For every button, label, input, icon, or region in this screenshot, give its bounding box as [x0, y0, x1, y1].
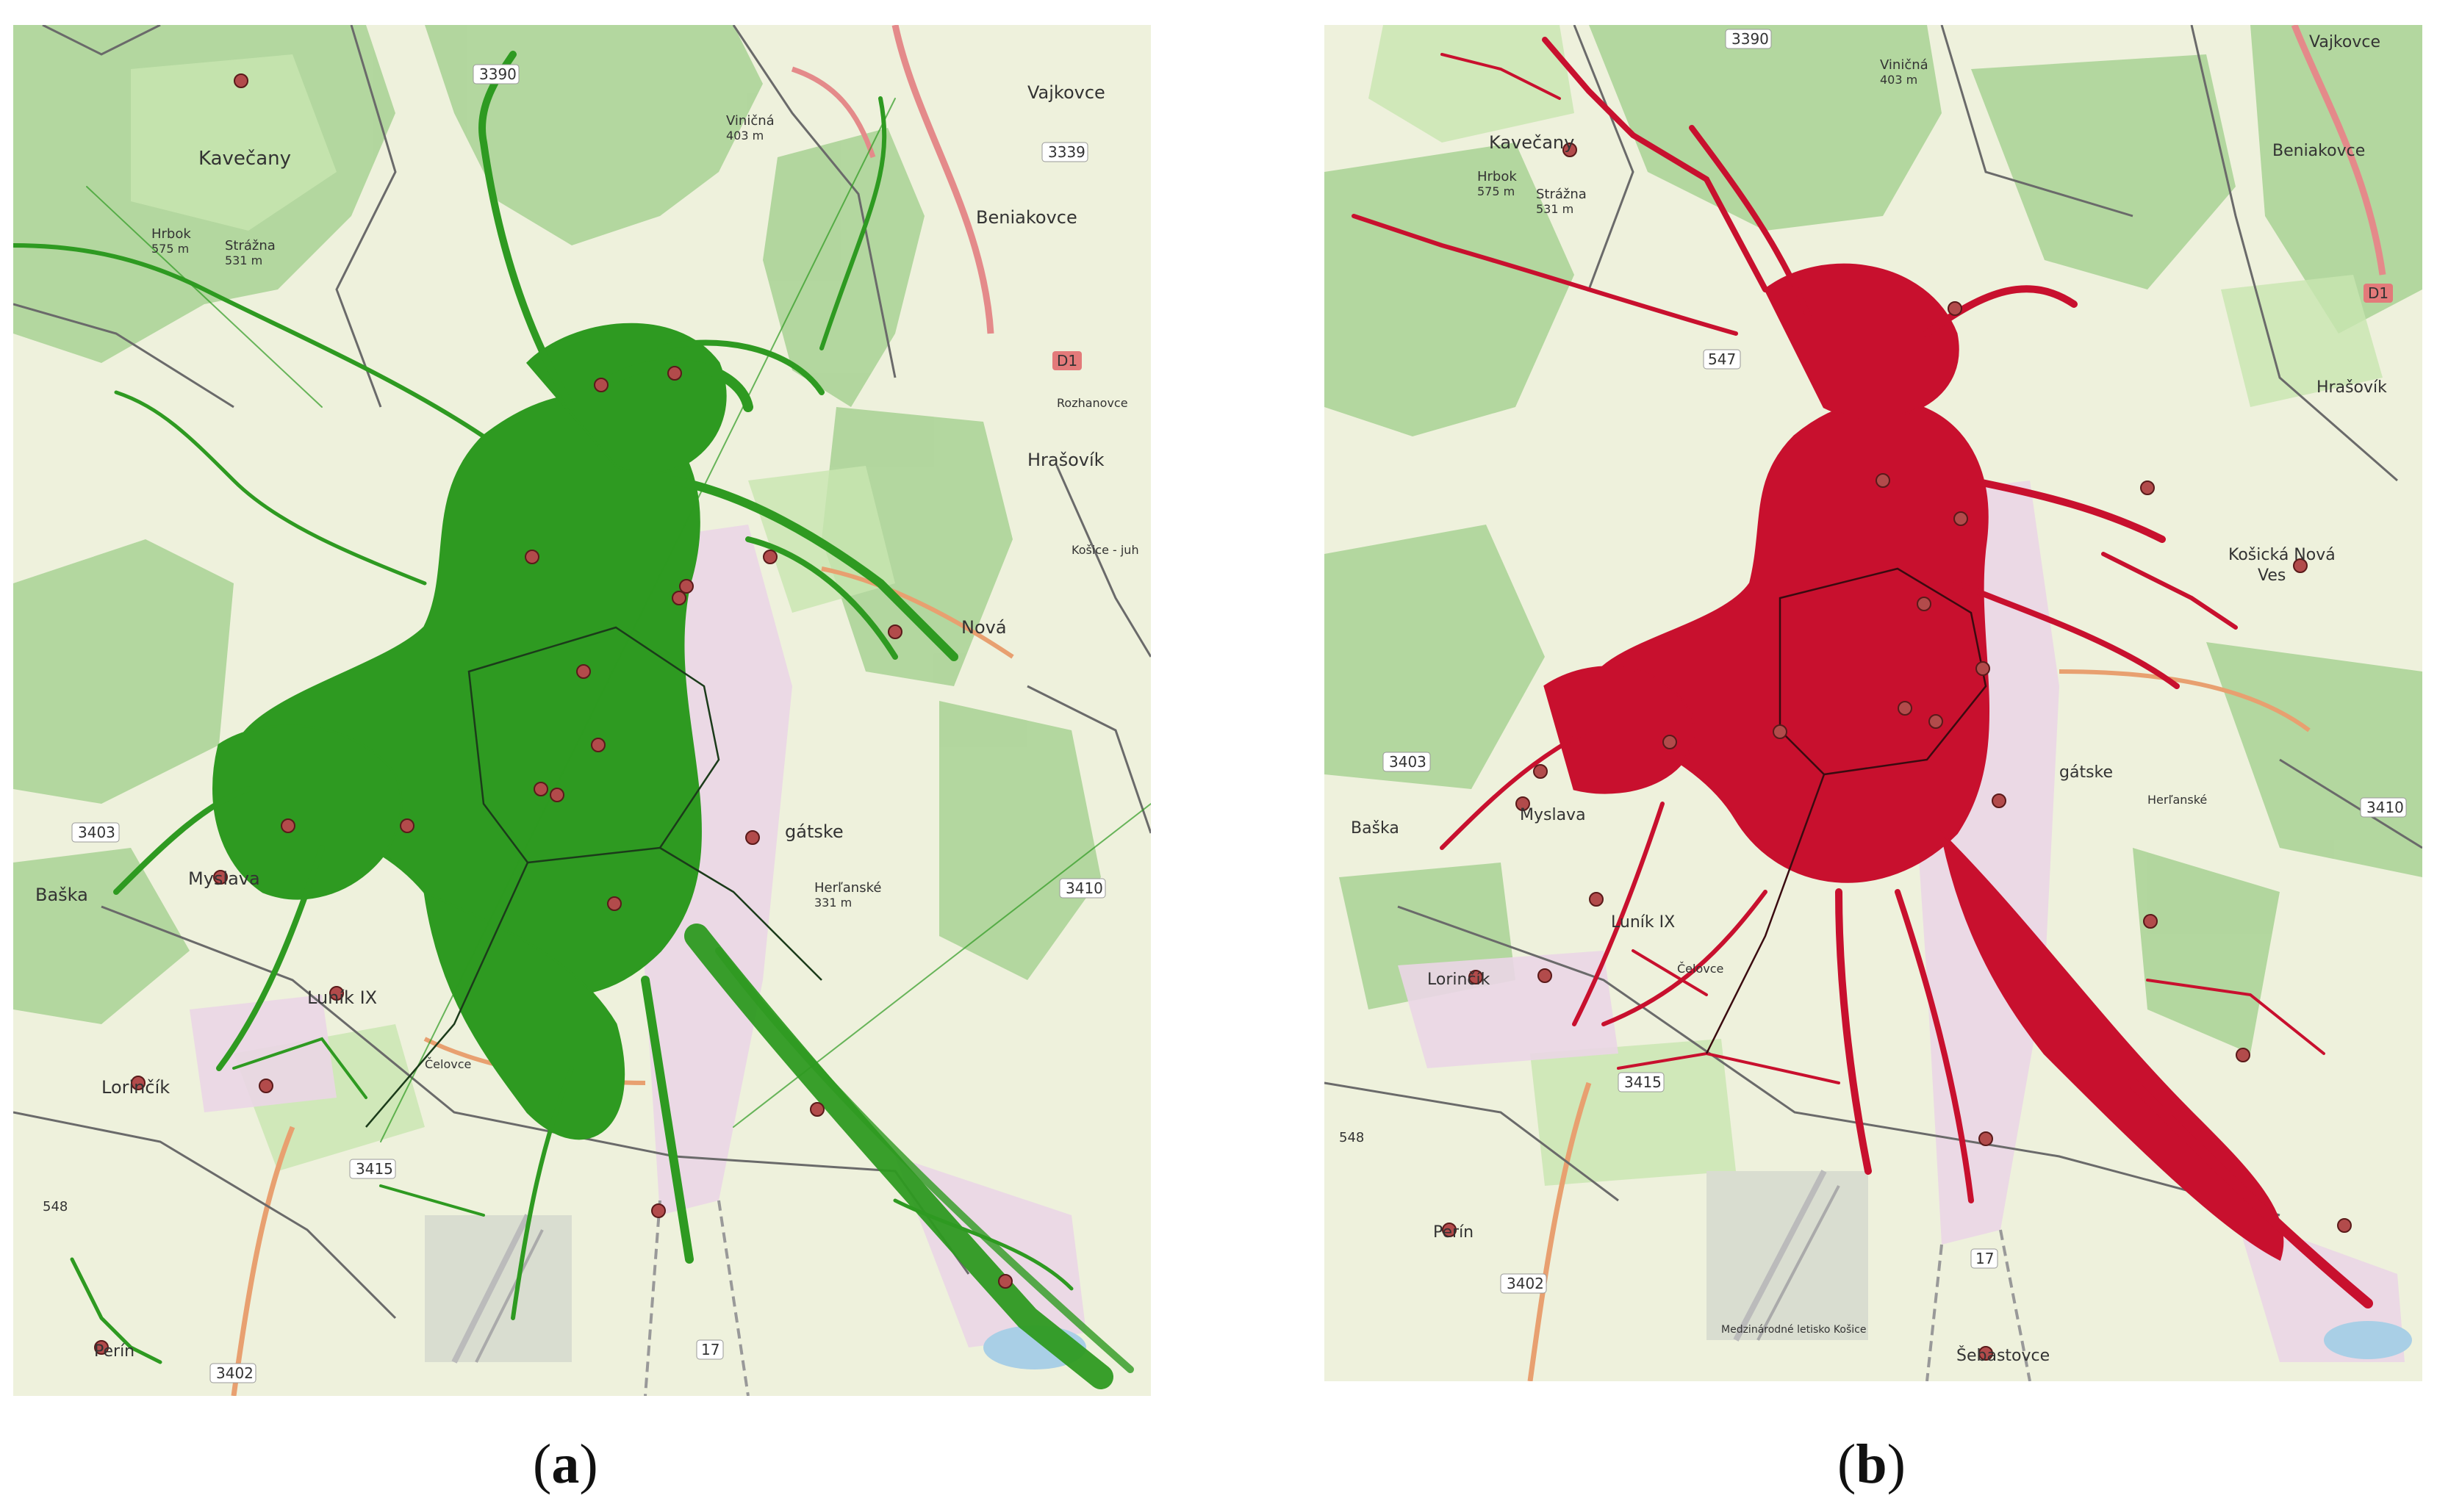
peak-hrbok-elev: 575 m	[151, 242, 189, 256]
road-label-3410: 3410	[1066, 879, 1103, 897]
caption-b-open: (	[1837, 1433, 1856, 1495]
road-label-17: 17	[1975, 1250, 1994, 1267]
map-b-forest-areas	[1324, 25, 2422, 1054]
place-hrasovik: Hrašovík	[1027, 450, 1105, 470]
peak-herlianske: Herľanské	[2147, 793, 2207, 807]
place-lorincik: Lorinčík	[101, 1077, 170, 1098]
airport-label: Medzinárodné letisko Košice	[1721, 1324, 1866, 1336]
road-label-3403: 3403	[78, 824, 115, 841]
place-perin: Perín	[94, 1342, 134, 1361]
map-b-stop-markers	[1442, 143, 2352, 1361]
road-label-3415: 3415	[356, 1160, 393, 1178]
place-perin: Perín	[1433, 1223, 1474, 1242]
place-vajkovce: Vajkovce	[1027, 82, 1105, 103]
place-hrasovik: Hrašovík	[2316, 378, 2387, 397]
road-label-548: 548	[1339, 1130, 1364, 1145]
place-myslava: Myslava	[1520, 806, 1586, 824]
caption-a-letter: a	[551, 1433, 580, 1495]
map-a-airport	[425, 1214, 572, 1364]
road-label-3415: 3415	[1624, 1073, 1662, 1091]
place-sebastovce: Šebastovce	[1956, 1346, 2050, 1365]
map-a-roads	[231, 25, 1014, 1396]
road-label-3339: 3339	[1048, 143, 1085, 161]
map-a-gps-tracks	[13, 51, 1151, 1389]
peak-vinicna: Viničná	[726, 113, 775, 129]
map-panel-b[interactable]: 3390 Kavečany Hrbok 575 m Strážna 531 m …	[1324, 25, 2422, 1381]
place-beniakovce: Beniakovce	[976, 207, 1077, 228]
road-label-3402: 3402	[216, 1364, 254, 1382]
peak-hrbok: Hrbok	[151, 226, 191, 242]
caption-a-close: )	[579, 1433, 598, 1495]
peak-herlianske: Herľanské	[814, 880, 881, 896]
place-ves: Ves	[2258, 566, 2286, 585]
road-label-17: 17	[701, 1341, 719, 1358]
caption-a: (a)	[533, 1433, 598, 1497]
road-label-d1: D1	[2368, 284, 2388, 302]
road-label-3410: 3410	[2366, 799, 2404, 816]
caption-b-letter: b	[1856, 1433, 1887, 1495]
map-b-canvas: 3390 Kavečany Hrbok 575 m Strážna 531 m …	[1324, 25, 2422, 1381]
place-lorincik: Lorinčík	[1427, 971, 1490, 989]
road-label-548: 548	[43, 1199, 68, 1214]
road-label-3390: 3390	[1731, 30, 1769, 48]
road-label-3390: 3390	[479, 65, 517, 83]
place-rozhanovce: Rozhanovce	[1057, 396, 1128, 410]
place-celovce: Čelovce	[1677, 962, 1723, 976]
place-gatske: gátske	[785, 821, 844, 842]
place-baska: Baška	[35, 885, 88, 905]
caption-a-open: (	[533, 1433, 552, 1495]
place-beniakovce: Beniakovce	[2272, 142, 2365, 160]
peak-strazna: Strážna	[225, 238, 276, 253]
peak-strazna-elev: 531 m	[225, 253, 262, 267]
peak-strazna-elev: 531 m	[1536, 202, 1573, 216]
peak-hrbok-elev: 575 m	[1477, 184, 1515, 198]
peak-vinicna-elev: 403 m	[1880, 73, 1917, 87]
map-b-gps-tracks	[1352, 37, 2373, 1308]
map-b-labels: 3390 Kavečany Hrbok 575 m Strážna 531 m …	[1339, 29, 2407, 1365]
place-vajkovce: Vajkovce	[2309, 33, 2380, 51]
peak-herlianske-elev: 331 m	[814, 896, 852, 910]
map-a-district-lines	[365, 626, 822, 1128]
road-label-547: 547	[1708, 350, 1736, 368]
map-a-labels: 3390 Kavečany Hrbok 575 m Strážna 531 m …	[35, 64, 1139, 1383]
map-a-canvas: 3390 Kavečany Hrbok 575 m Strážna 531 m …	[13, 25, 1151, 1396]
map-b-roads	[1527, 25, 2386, 1381]
place-celovce: Čelovce	[425, 1057, 471, 1071]
peak-hrbok: Hrbok	[1477, 169, 1517, 184]
map-panel-a[interactable]: 3390 Kavečany Hrbok 575 m Strážna 531 m …	[13, 25, 1151, 1396]
caption-b-close: )	[1887, 1433, 1906, 1495]
peak-vinicna-elev: 403 m	[726, 129, 764, 143]
place-gatske: gátske	[2059, 763, 2113, 782]
place-baska: Baška	[1351, 819, 1399, 838]
road-label-d1: D1	[1057, 352, 1077, 370]
peak-vinicna: Viničná	[1880, 57, 1928, 73]
place-kavecany: Kavečany	[198, 148, 291, 170]
road-label-3403: 3403	[1389, 753, 1426, 771]
map-b-lake	[2324, 1321, 2412, 1359]
place-kosice-juh: Košice - juh	[1072, 543, 1139, 557]
map-b-admin-boundaries	[1324, 25, 2422, 1217]
peak-strazna: Strážna	[1536, 187, 1587, 202]
map-a-stop-markers	[94, 73, 1013, 1355]
place-myslava: Myslava	[188, 868, 260, 889]
place-lunik-ix: Luník IX	[307, 987, 377, 1008]
road-label-3402: 3402	[1507, 1275, 1544, 1292]
place-nova: Nová	[961, 617, 1007, 638]
caption-b: (b)	[1837, 1433, 1906, 1497]
place-kosicka-nova-ves: Košická Nová	[2228, 546, 2336, 564]
map-b-district-lines	[1705, 567, 1987, 1054]
map-b-airport	[1706, 1170, 1868, 1342]
place-lunik-ix: Luník IX	[1611, 913, 1675, 932]
place-kavecany: Kavečany	[1489, 132, 1574, 153]
